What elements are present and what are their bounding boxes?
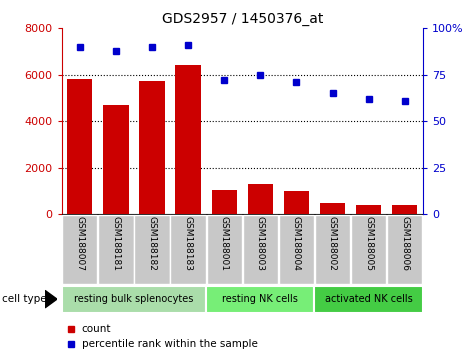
Bar bbox=[139, 81, 165, 214]
FancyBboxPatch shape bbox=[243, 215, 278, 284]
Text: resting bulk splenocytes: resting bulk splenocytes bbox=[74, 294, 194, 304]
FancyBboxPatch shape bbox=[98, 215, 133, 284]
Text: resting NK cells: resting NK cells bbox=[222, 294, 298, 304]
Text: GSM188004: GSM188004 bbox=[292, 216, 301, 271]
Text: GSM188181: GSM188181 bbox=[112, 216, 120, 271]
Text: GSM188005: GSM188005 bbox=[364, 216, 373, 271]
FancyBboxPatch shape bbox=[62, 286, 206, 313]
FancyBboxPatch shape bbox=[134, 215, 170, 284]
Title: GDS2957 / 1450376_at: GDS2957 / 1450376_at bbox=[162, 12, 323, 26]
FancyBboxPatch shape bbox=[314, 286, 423, 313]
Bar bbox=[284, 191, 309, 214]
Polygon shape bbox=[45, 290, 57, 308]
Bar bbox=[175, 65, 201, 214]
Text: GSM188007: GSM188007 bbox=[76, 216, 84, 271]
Text: GSM188183: GSM188183 bbox=[184, 216, 192, 271]
Text: GSM188002: GSM188002 bbox=[328, 216, 337, 271]
FancyBboxPatch shape bbox=[171, 215, 206, 284]
Bar bbox=[67, 79, 93, 214]
FancyBboxPatch shape bbox=[207, 215, 242, 284]
FancyBboxPatch shape bbox=[279, 215, 314, 284]
Bar bbox=[320, 202, 345, 214]
Text: count: count bbox=[82, 324, 111, 333]
Text: GSM188182: GSM188182 bbox=[148, 216, 156, 271]
FancyBboxPatch shape bbox=[351, 215, 386, 284]
Bar bbox=[103, 105, 129, 214]
Bar bbox=[247, 184, 273, 214]
Text: activated NK cells: activated NK cells bbox=[325, 294, 412, 304]
Text: GSM188001: GSM188001 bbox=[220, 216, 228, 271]
Text: GSM188003: GSM188003 bbox=[256, 216, 265, 271]
FancyBboxPatch shape bbox=[62, 215, 97, 284]
FancyBboxPatch shape bbox=[206, 286, 314, 313]
Bar bbox=[211, 190, 237, 214]
Bar bbox=[392, 205, 418, 214]
FancyBboxPatch shape bbox=[315, 215, 350, 284]
Bar bbox=[356, 205, 381, 214]
Text: GSM188006: GSM188006 bbox=[400, 216, 409, 271]
FancyBboxPatch shape bbox=[387, 215, 422, 284]
Text: percentile rank within the sample: percentile rank within the sample bbox=[82, 339, 257, 349]
Text: cell type: cell type bbox=[2, 294, 47, 304]
